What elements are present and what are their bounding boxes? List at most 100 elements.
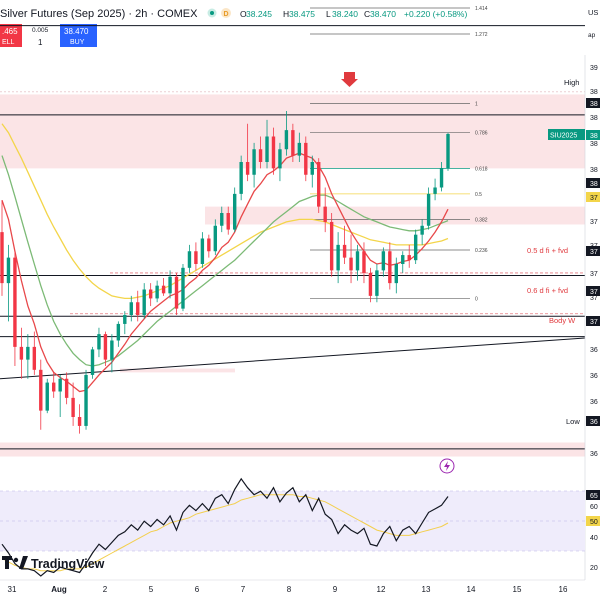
rsi-ma-tag — [586, 516, 600, 526]
mid-zone — [205, 206, 585, 225]
candle-body — [13, 257, 17, 347]
candle-body — [64, 378, 69, 398]
zone1-label: 0.5 d fi + fvd — [527, 246, 568, 255]
quantity-value[interactable]: 1 — [38, 38, 43, 47]
spread-value: 0.005 — [32, 27, 49, 34]
candle-body — [297, 142, 302, 156]
candle-body — [181, 267, 185, 309]
candle-body — [336, 244, 340, 271]
candlesticks — [0, 111, 450, 434]
candle-body — [284, 130, 289, 150]
time-axis-label: 8 — [287, 585, 292, 594]
tradingview-logo: TradingView — [2, 556, 105, 571]
sma-mid-line — [1, 155, 449, 367]
ohlc-open: 38.245 — [246, 9, 272, 19]
fib-label: 0.618 — [475, 166, 488, 172]
d-badge-icon — [221, 8, 231, 18]
candle-body — [291, 130, 295, 156]
tv-logo-slash — [19, 556, 28, 569]
symbol-title[interactable]: Silver Futures (Sep 2025) · 2h · COMEX — [0, 8, 198, 20]
fib-label: 0.236 — [475, 248, 488, 254]
fib-label: 1.414 — [475, 6, 488, 12]
candle-body — [110, 340, 114, 360]
price-axis-label: 39 — [590, 65, 598, 72]
candle-body — [39, 369, 43, 411]
rsi-value-text: 65 — [590, 493, 598, 500]
tv-logo-mark — [2, 556, 12, 569]
candle-body — [90, 349, 95, 375]
price-tag-zone2 — [586, 286, 600, 296]
tv-logo-dot — [13, 557, 19, 563]
candle-body — [207, 238, 211, 252]
candle-body — [375, 270, 379, 296]
candle-body — [446, 133, 450, 169]
candle-body — [265, 136, 269, 162]
price-axis-label: 37 — [590, 295, 598, 302]
time-axis-label: 16 — [559, 585, 568, 594]
ohlc-high-label: H — [283, 9, 289, 19]
candle-body — [232, 193, 237, 230]
time-axis-label: 12 — [377, 585, 386, 594]
price-tag-body — [586, 316, 600, 326]
rsi-axis-label: 40 — [590, 535, 598, 542]
sell-button[interactable] — [0, 24, 22, 47]
tv-logo-text: TradingView — [31, 557, 105, 571]
small-zone — [120, 368, 235, 373]
candle-body — [401, 255, 405, 264]
candle-body — [155, 285, 159, 299]
price-tag-text: 36 — [590, 419, 598, 426]
fibonacci-levels: 1.414 1.272 1 0.786 0.618 0.5 0.382 0.236 0 — [310, 6, 488, 302]
apply-label: ap — [588, 32, 596, 39]
candle-body — [394, 264, 398, 284]
price-tag-text: 38 — [590, 133, 598, 140]
time-axis-label: 6 — [195, 585, 200, 594]
price-tag-current — [586, 130, 600, 140]
candle-body — [226, 213, 230, 230]
fib-label: 0 — [475, 296, 478, 302]
low-zone — [0, 442, 585, 457]
candle-body — [142, 289, 146, 315]
candle-body — [342, 244, 347, 258]
fib-label: 0.786 — [475, 131, 488, 137]
price-axis-label: 36 — [590, 399, 598, 406]
candle-body — [323, 206, 327, 222]
candle-body — [58, 378, 62, 392]
candle-body — [6, 257, 11, 284]
candle-body — [103, 334, 108, 360]
symbol-tag — [548, 129, 585, 140]
candle-body — [413, 234, 418, 261]
ema-fast-line — [1, 152, 449, 393]
buy-button[interactable] — [60, 24, 97, 47]
price-axis-label: 36 — [590, 373, 598, 380]
low-label: Low — [566, 417, 580, 426]
sell-label: ELL — [2, 39, 15, 46]
candle-body — [77, 417, 82, 426]
candle-body — [239, 162, 243, 194]
rsi-pane: 60 40 20 65 50 — [0, 477, 600, 577]
candle-body — [71, 397, 75, 417]
fib-label: 0.382 — [475, 217, 488, 223]
price-tag-text: 38 — [590, 101, 598, 108]
price-axis: 39 38 38 38 38 37 37 37 37 36 36 36 36 3… — [584, 55, 600, 580]
price-axis-label: 36 — [590, 451, 598, 458]
zone2-label: 0.6 d fi + fvd — [527, 286, 568, 295]
candle-body — [174, 276, 179, 309]
fib-label: 0.5 — [475, 192, 482, 198]
rsi-band — [0, 491, 585, 551]
candle-body — [116, 323, 121, 341]
down-arrow-icon[interactable] — [341, 72, 358, 87]
candle-body — [258, 149, 263, 162]
price-tag-zone1 — [586, 246, 600, 256]
candle-body — [84, 374, 88, 426]
time-axis-label: 14 — [467, 585, 476, 594]
annotations — [341, 72, 455, 474]
candle-body — [187, 251, 192, 268]
rsi-lines — [1, 477, 449, 577]
symbol-tag-text: SIU2025 — [550, 133, 577, 140]
moving-averages — [1, 123, 449, 393]
candle-body — [148, 289, 153, 299]
candle-body — [439, 168, 444, 188]
candle-body — [426, 193, 431, 226]
price-axis-label: 38 — [590, 89, 598, 96]
